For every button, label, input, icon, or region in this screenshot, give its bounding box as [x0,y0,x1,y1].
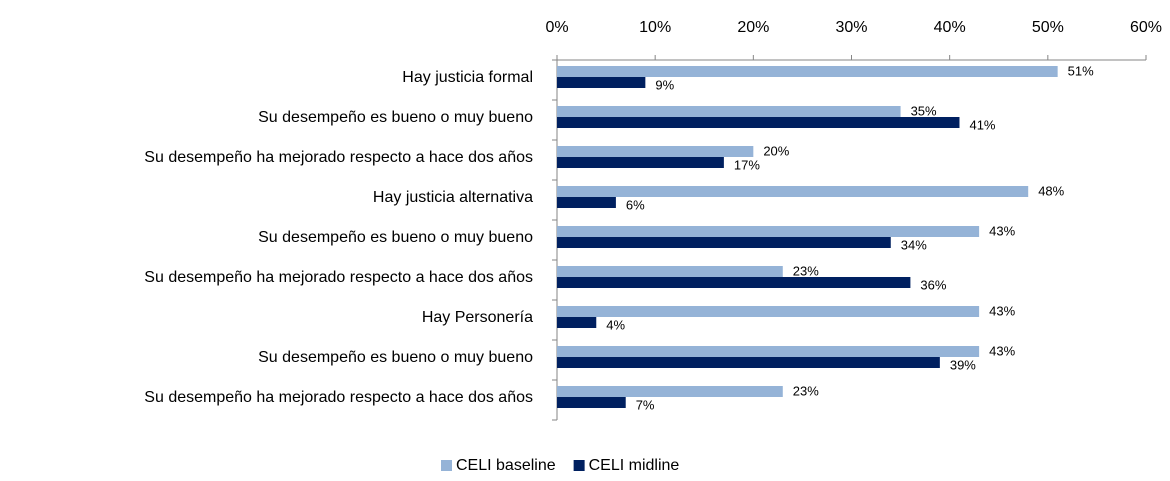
data-label: 17% [734,157,760,172]
data-label: 35% [911,103,937,118]
data-label: 48% [1038,183,1064,198]
data-label: 39% [950,357,976,372]
category-label: Su desempeño es bueno o muy bueno [258,229,533,246]
bar [557,106,901,117]
data-label: 41% [969,117,995,132]
category-label: Su desempeño es bueno o muy bueno [258,109,533,126]
data-label: 23% [793,383,819,398]
data-label: 23% [793,263,819,278]
x-tick-label: 30% [835,19,867,36]
legend-swatch [573,460,585,471]
category-label: Su desempeño es bueno o muy bueno [258,349,533,366]
bar [557,386,783,397]
category-label: Hay Personería [422,309,533,326]
data-label: 9% [655,77,674,92]
bar [557,346,980,357]
legend-swatch [441,460,452,471]
bar [557,157,724,168]
category-label: Su desempeño ha mejorado respecto a hace… [144,269,533,286]
legend-label: CELI midline [589,457,680,474]
bar [557,226,980,237]
bar [557,117,960,128]
x-tick-label: 50% [1032,19,1064,36]
x-tick-label: 60% [1130,19,1162,36]
data-label: 6% [626,197,645,212]
data-label: 51% [1068,63,1094,78]
bar [557,237,891,248]
data-label: 43% [989,343,1015,358]
bar [557,266,783,277]
x-tick-label: 20% [737,19,769,36]
bar [557,277,911,288]
x-tick-label: 40% [934,19,966,36]
data-label: 34% [901,237,927,252]
x-tick-label: 0% [545,19,568,36]
bar [557,146,754,157]
bar [557,397,626,408]
data-label: 36% [920,277,946,292]
category-label: Su desempeño ha mejorado respecto a hace… [144,389,533,406]
x-tick-label: 10% [639,19,671,36]
data-label: 7% [636,397,655,412]
bar [557,197,616,208]
category-label: Su desempeño ha mejorado respecto a hace… [144,149,533,166]
bar [557,77,646,88]
bar [557,186,1029,197]
data-label: 20% [763,143,789,158]
bar [557,66,1058,77]
data-label: 43% [989,303,1015,318]
bar [557,306,980,317]
category-label: Hay justicia formal [402,69,533,86]
legend-label: CELI baseline [456,457,556,474]
bar [557,357,940,368]
category-label: Hay justicia alternativa [373,189,533,206]
bar [557,317,597,328]
data-label: 43% [989,223,1015,238]
data-label: 4% [606,317,625,332]
